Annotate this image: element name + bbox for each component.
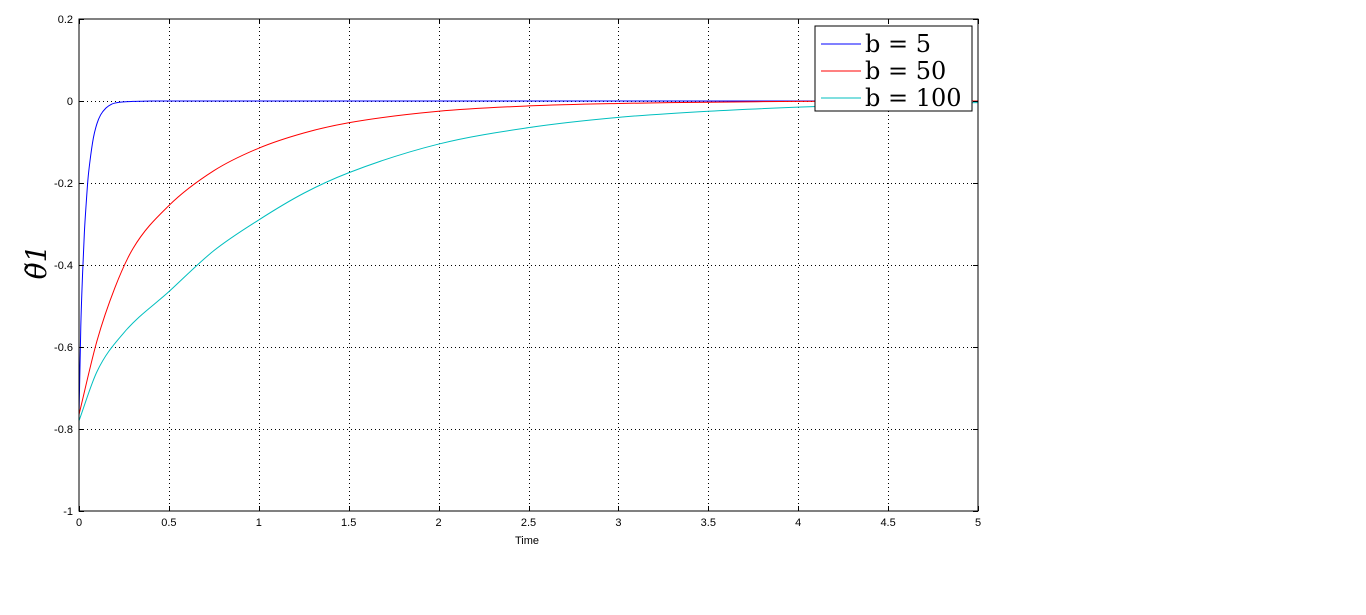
x-tick-label: 2 xyxy=(436,517,442,529)
x-axis-label: Time xyxy=(515,535,539,547)
x-tick-label: 0 xyxy=(76,517,82,529)
series-line-3 xyxy=(78,102,979,421)
series-layer xyxy=(78,100,979,421)
y-tick-label: -0.4 xyxy=(54,260,73,272)
series-line-2 xyxy=(78,100,979,415)
legend-label: b = 100 xyxy=(865,84,962,112)
y-tick-label: -0.8 xyxy=(54,424,73,436)
x-tick-label: 4.5 xyxy=(880,517,895,529)
x-tick-label: 2.5 xyxy=(521,517,536,529)
y-tick-label: -0.2 xyxy=(54,178,73,190)
y-tick-label: 0 xyxy=(67,96,73,108)
x-tick-label: 3.5 xyxy=(701,517,716,529)
axis-ticks: 0 0.5 1 1.5 2 2.5 3 3.5 4 4.5 5 -1 -0.8 -0.6 -0.4 -0.2 0… xyxy=(54,14,981,529)
legend: b = 5b = 50b = 100 xyxy=(814,25,973,112)
series-line-1 xyxy=(78,100,978,417)
legend-label: b = 5 xyxy=(865,30,931,58)
x-tick-label: 3 xyxy=(615,517,621,529)
y-tick-label: -1 xyxy=(63,506,73,518)
legend-label: b = 50 xyxy=(865,57,946,85)
x-tick-label: 1 xyxy=(256,517,262,529)
x-tick-label: 5 xyxy=(975,517,981,529)
y-tick-label: -0.6 xyxy=(54,342,73,354)
y-axis-label: θ̃1 xyxy=(20,245,53,280)
legend-box xyxy=(814,25,973,112)
x-tick-label: 1.5 xyxy=(341,517,356,529)
x-tick-label: 0.5 xyxy=(161,517,176,529)
y-tick-label: 0.2 xyxy=(58,14,73,26)
x-tick-label: 4 xyxy=(795,517,801,529)
